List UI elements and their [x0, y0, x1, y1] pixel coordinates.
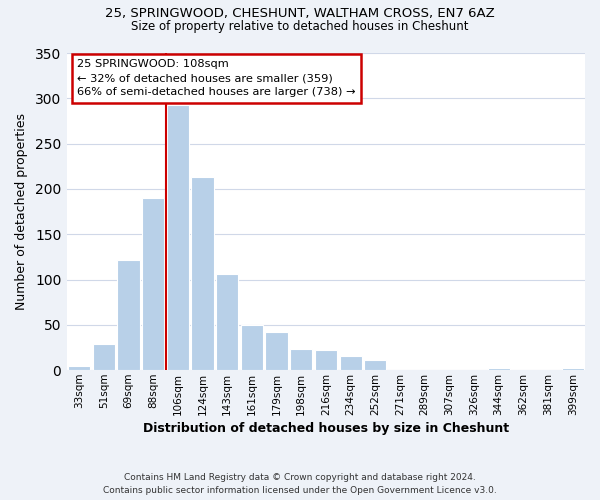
Bar: [315, 350, 337, 370]
Text: 25 SPRINGWOOD: 108sqm
← 32% of detached houses are smaller (359)
66% of semi-det: 25 SPRINGWOOD: 108sqm ← 32% of detached …: [77, 60, 356, 98]
Bar: [290, 350, 313, 370]
Bar: [562, 368, 584, 370]
Bar: [191, 177, 214, 370]
Bar: [118, 260, 140, 370]
Bar: [216, 274, 238, 370]
Bar: [167, 104, 189, 370]
Bar: [265, 332, 287, 370]
Bar: [241, 325, 263, 370]
Bar: [364, 360, 386, 370]
Bar: [142, 198, 164, 370]
Bar: [93, 344, 115, 370]
Text: Contains HM Land Registry data © Crown copyright and database right 2024.: Contains HM Land Registry data © Crown c…: [124, 472, 476, 482]
Bar: [68, 366, 91, 370]
Bar: [340, 356, 362, 370]
Bar: [488, 368, 510, 370]
Y-axis label: Number of detached properties: Number of detached properties: [15, 113, 28, 310]
X-axis label: Distribution of detached houses by size in Cheshunt: Distribution of detached houses by size …: [143, 422, 509, 435]
Text: Size of property relative to detached houses in Cheshunt: Size of property relative to detached ho…: [131, 20, 469, 33]
Text: 25, SPRINGWOOD, CHESHUNT, WALTHAM CROSS, EN7 6AZ: 25, SPRINGWOOD, CHESHUNT, WALTHAM CROSS,…: [105, 8, 495, 20]
Text: Contains public sector information licensed under the Open Government Licence v3: Contains public sector information licen…: [103, 486, 497, 495]
